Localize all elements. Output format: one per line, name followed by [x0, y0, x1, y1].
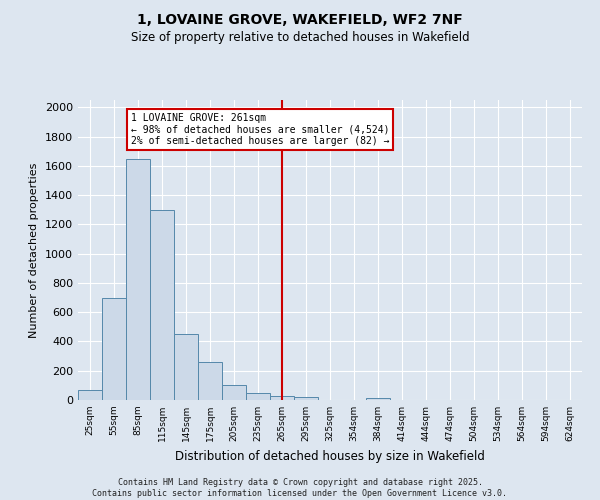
Text: 1, LOVAINE GROVE, WAKEFIELD, WF2 7NF: 1, LOVAINE GROVE, WAKEFIELD, WF2 7NF: [137, 12, 463, 26]
X-axis label: Distribution of detached houses by size in Wakefield: Distribution of detached houses by size …: [175, 450, 485, 462]
Bar: [246, 392, 270, 400]
Bar: [270, 396, 294, 400]
Bar: [174, 334, 198, 400]
Bar: [78, 390, 102, 400]
Bar: [126, 158, 150, 400]
Y-axis label: Number of detached properties: Number of detached properties: [29, 162, 40, 338]
Text: Size of property relative to detached houses in Wakefield: Size of property relative to detached ho…: [131, 31, 469, 44]
Bar: [150, 210, 174, 400]
Text: Contains HM Land Registry data © Crown copyright and database right 2025.
Contai: Contains HM Land Registry data © Crown c…: [92, 478, 508, 498]
Bar: [294, 397, 318, 400]
Bar: [198, 362, 222, 400]
Text: 1 LOVAINE GROVE: 261sqm
← 98% of detached houses are smaller (4,524)
2% of semi-: 1 LOVAINE GROVE: 261sqm ← 98% of detache…: [131, 113, 389, 146]
Bar: [366, 398, 390, 400]
Bar: [222, 386, 246, 400]
Bar: [102, 298, 126, 400]
